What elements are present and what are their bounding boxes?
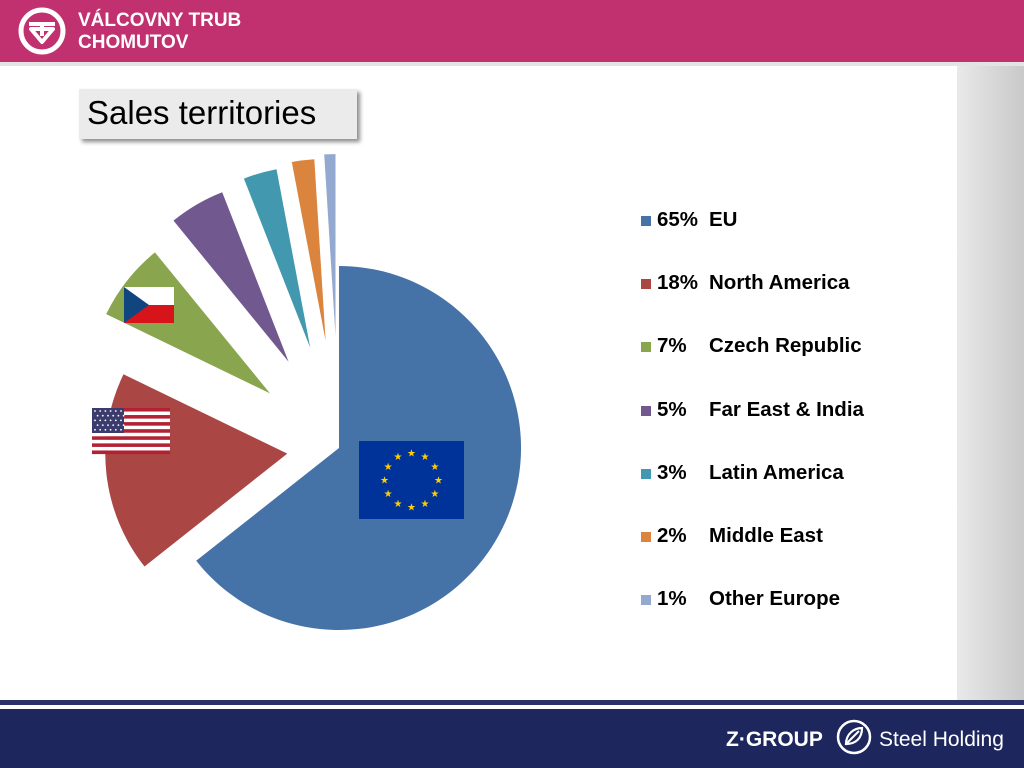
- chart-legend: 65% EU 18% North America 7% Czech Republic 5% F…: [641, 208, 864, 650]
- company-logo-icon: [16, 5, 68, 62]
- svg-text:★: ★: [434, 476, 443, 487]
- svg-text:★: ★: [421, 499, 430, 510]
- pie-slice-far-east-india: [173, 192, 289, 362]
- header-divider: [0, 62, 1024, 66]
- pie-slice-latin-america: [243, 169, 311, 348]
- legend-percent: 3%: [657, 460, 687, 484]
- legend-percent: 7%: [657, 334, 687, 358]
- legend-label: Middle East: [709, 523, 823, 547]
- legend-swatch: [641, 468, 651, 479]
- svg-text:★: ★: [421, 452, 430, 463]
- footer-group-name: Z·GROUP: [726, 728, 823, 751]
- svg-text:★: ★: [384, 462, 393, 473]
- eu-flag: ★ ★★★★★★★★★★★: [359, 441, 464, 519]
- pie-slice-eu: [196, 266, 522, 631]
- svg-text:★: ★: [407, 503, 416, 514]
- svg-text:★: ★: [407, 449, 416, 460]
- svg-text:★: ★: [394, 452, 403, 463]
- svg-text:★: ★: [430, 489, 439, 500]
- legend-item-latin-america: 3% Latin America: [641, 461, 864, 524]
- legend-item-far-east-india: 5% Far East & India: [641, 398, 864, 461]
- legend-label: North America: [709, 271, 850, 295]
- steel-holding-logo-icon: [835, 718, 873, 761]
- us-flag: [92, 408, 170, 455]
- legend-label: Czech Republic: [709, 334, 862, 358]
- svg-text:★: ★: [394, 499, 403, 510]
- legend-label: Latin America: [709, 460, 844, 484]
- svg-text:★: ★: [430, 462, 439, 473]
- svg-text:★: ★: [384, 489, 393, 500]
- legend-item-eu: 65% EU: [641, 208, 864, 271]
- right-side-panel: [957, 66, 1024, 706]
- legend-percent: 5%: [657, 397, 687, 421]
- footer-holding-name: Steel Holding: [879, 728, 1004, 751]
- pie-slice-middle-east: [291, 159, 326, 341]
- company-name-line2: CHOMUTOV: [78, 32, 189, 53]
- legend-percent: 2%: [657, 523, 687, 547]
- legend-label: Far East & India: [709, 397, 864, 421]
- legend-percent: 18%: [657, 271, 699, 295]
- legend-percent: 1%: [657, 587, 687, 611]
- header-bar: [0, 0, 1024, 62]
- legend-swatch: [641, 595, 651, 606]
- legend-swatch: [641, 279, 651, 290]
- legend-swatch: [641, 405, 651, 416]
- company-name-line1: VÁLCOVNY TRUB: [78, 10, 242, 31]
- legend-item-north-america: 18% North America: [641, 271, 864, 334]
- footer-divider: [0, 700, 1024, 705]
- svg-text:★: ★: [380, 476, 389, 487]
- pie-slice-other-europe: [324, 154, 336, 337]
- legend-percent: 65%: [657, 208, 699, 231]
- legend-item-czech-republic: 7% Czech Republic: [641, 334, 864, 397]
- legend-swatch: [641, 216, 651, 226]
- legend-label: Other Europe: [709, 587, 840, 611]
- legend-item-middle-east: 2% Middle East: [641, 524, 864, 587]
- legend-swatch: [641, 342, 651, 353]
- legend-label: EU: [709, 208, 738, 231]
- czech-flag: [124, 287, 174, 323]
- legend-swatch: [641, 531, 651, 542]
- chart-title: Sales territories: [87, 94, 317, 131]
- title-box: [79, 89, 357, 139]
- legend-item-other-europe: 1% Other Europe: [641, 587, 864, 650]
- footer-bar: [0, 709, 1024, 768]
- company-name: VÁLCOVNY TRUB CHOMUTOV: [78, 10, 241, 54]
